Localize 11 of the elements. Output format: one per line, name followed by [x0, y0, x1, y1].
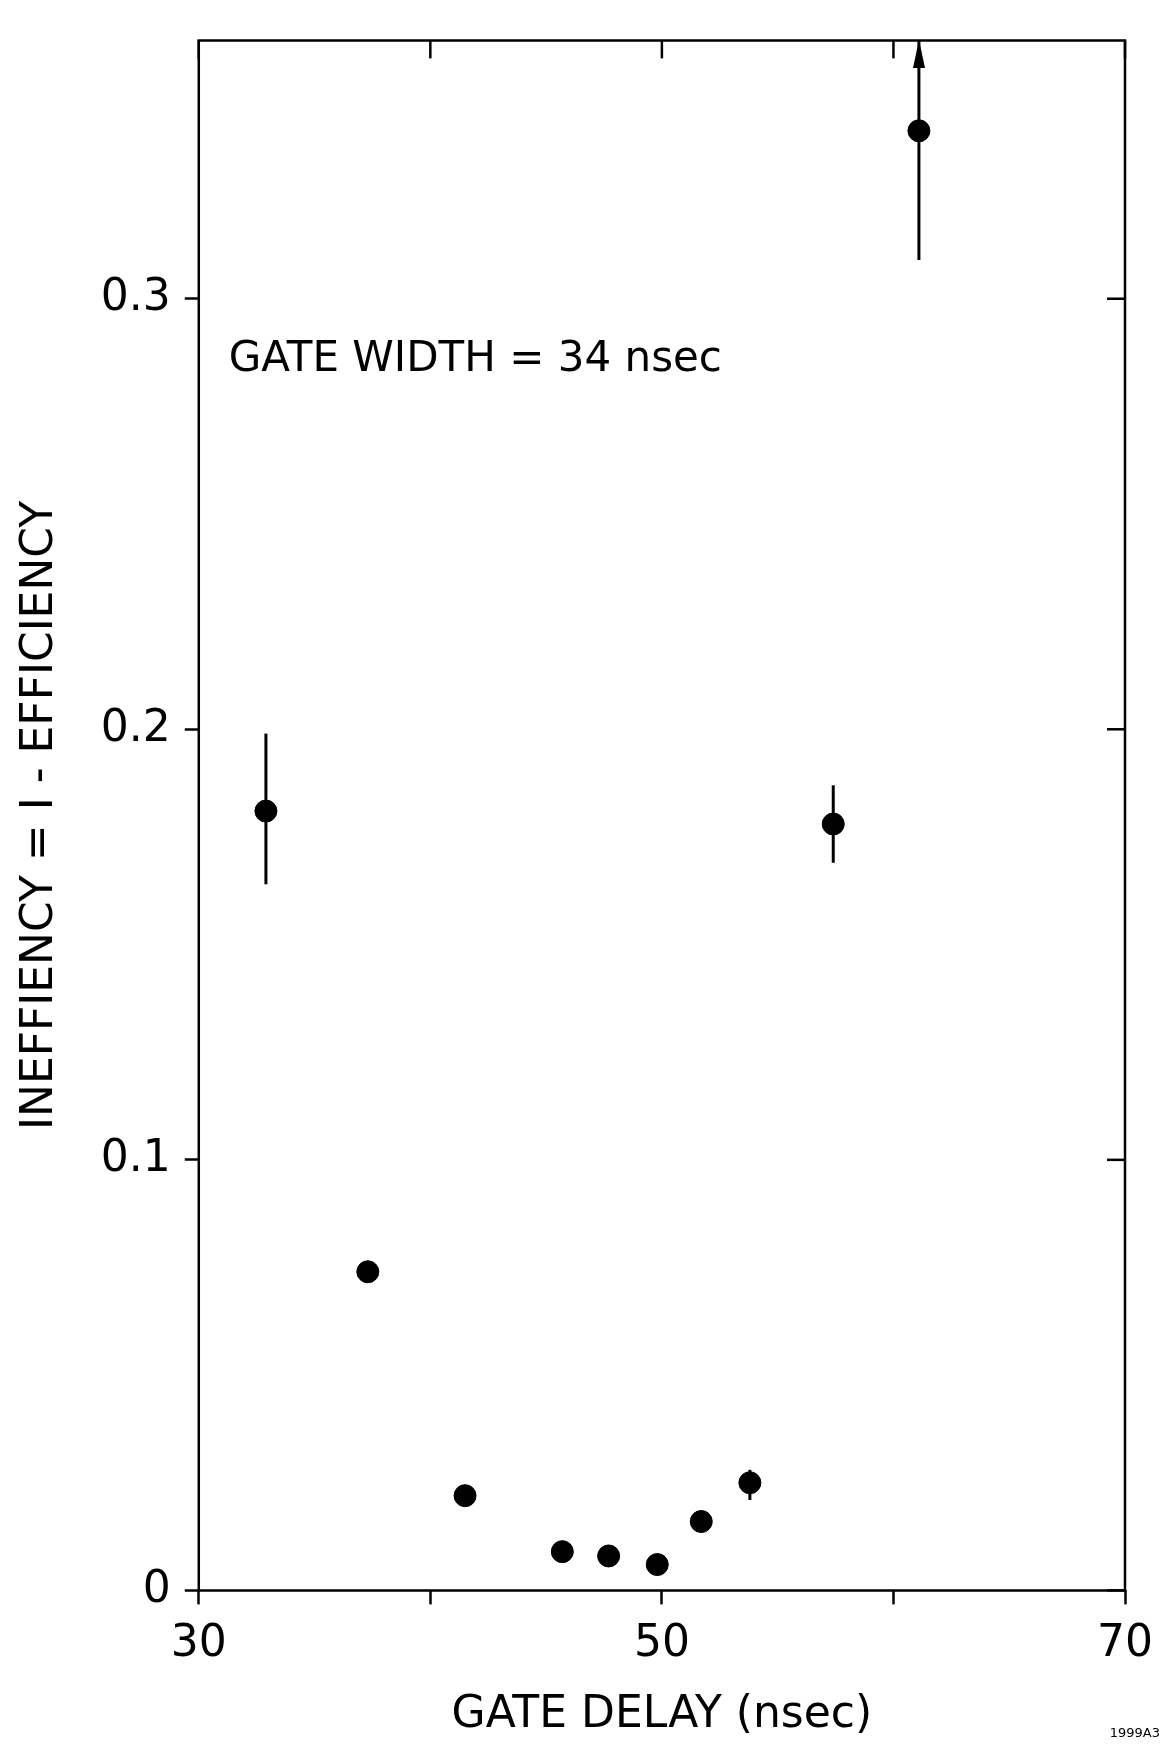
y-tick-label: 0.1 — [100, 1130, 171, 1182]
x-tick-label: 30 — [170, 1615, 227, 1667]
y-tick-label: 0.3 — [100, 269, 171, 321]
y-axis-title: INEFFIENCY = I - EFFICIENCY — [10, 500, 62, 1130]
text: 1999A3 — [1109, 1724, 1160, 1740]
y-tick-label: 0 — [142, 1560, 171, 1612]
annotation: GATE WIDTH = 34 nsec — [228, 332, 722, 382]
y-tick-label: 0.2 — [100, 699, 171, 751]
x-axis-title: GATE DELAY (nsec) — [451, 1686, 873, 1738]
x-tick-label: 50 — [633, 1615, 690, 1667]
x-tick-label: 70 — [1097, 1615, 1153, 1667]
